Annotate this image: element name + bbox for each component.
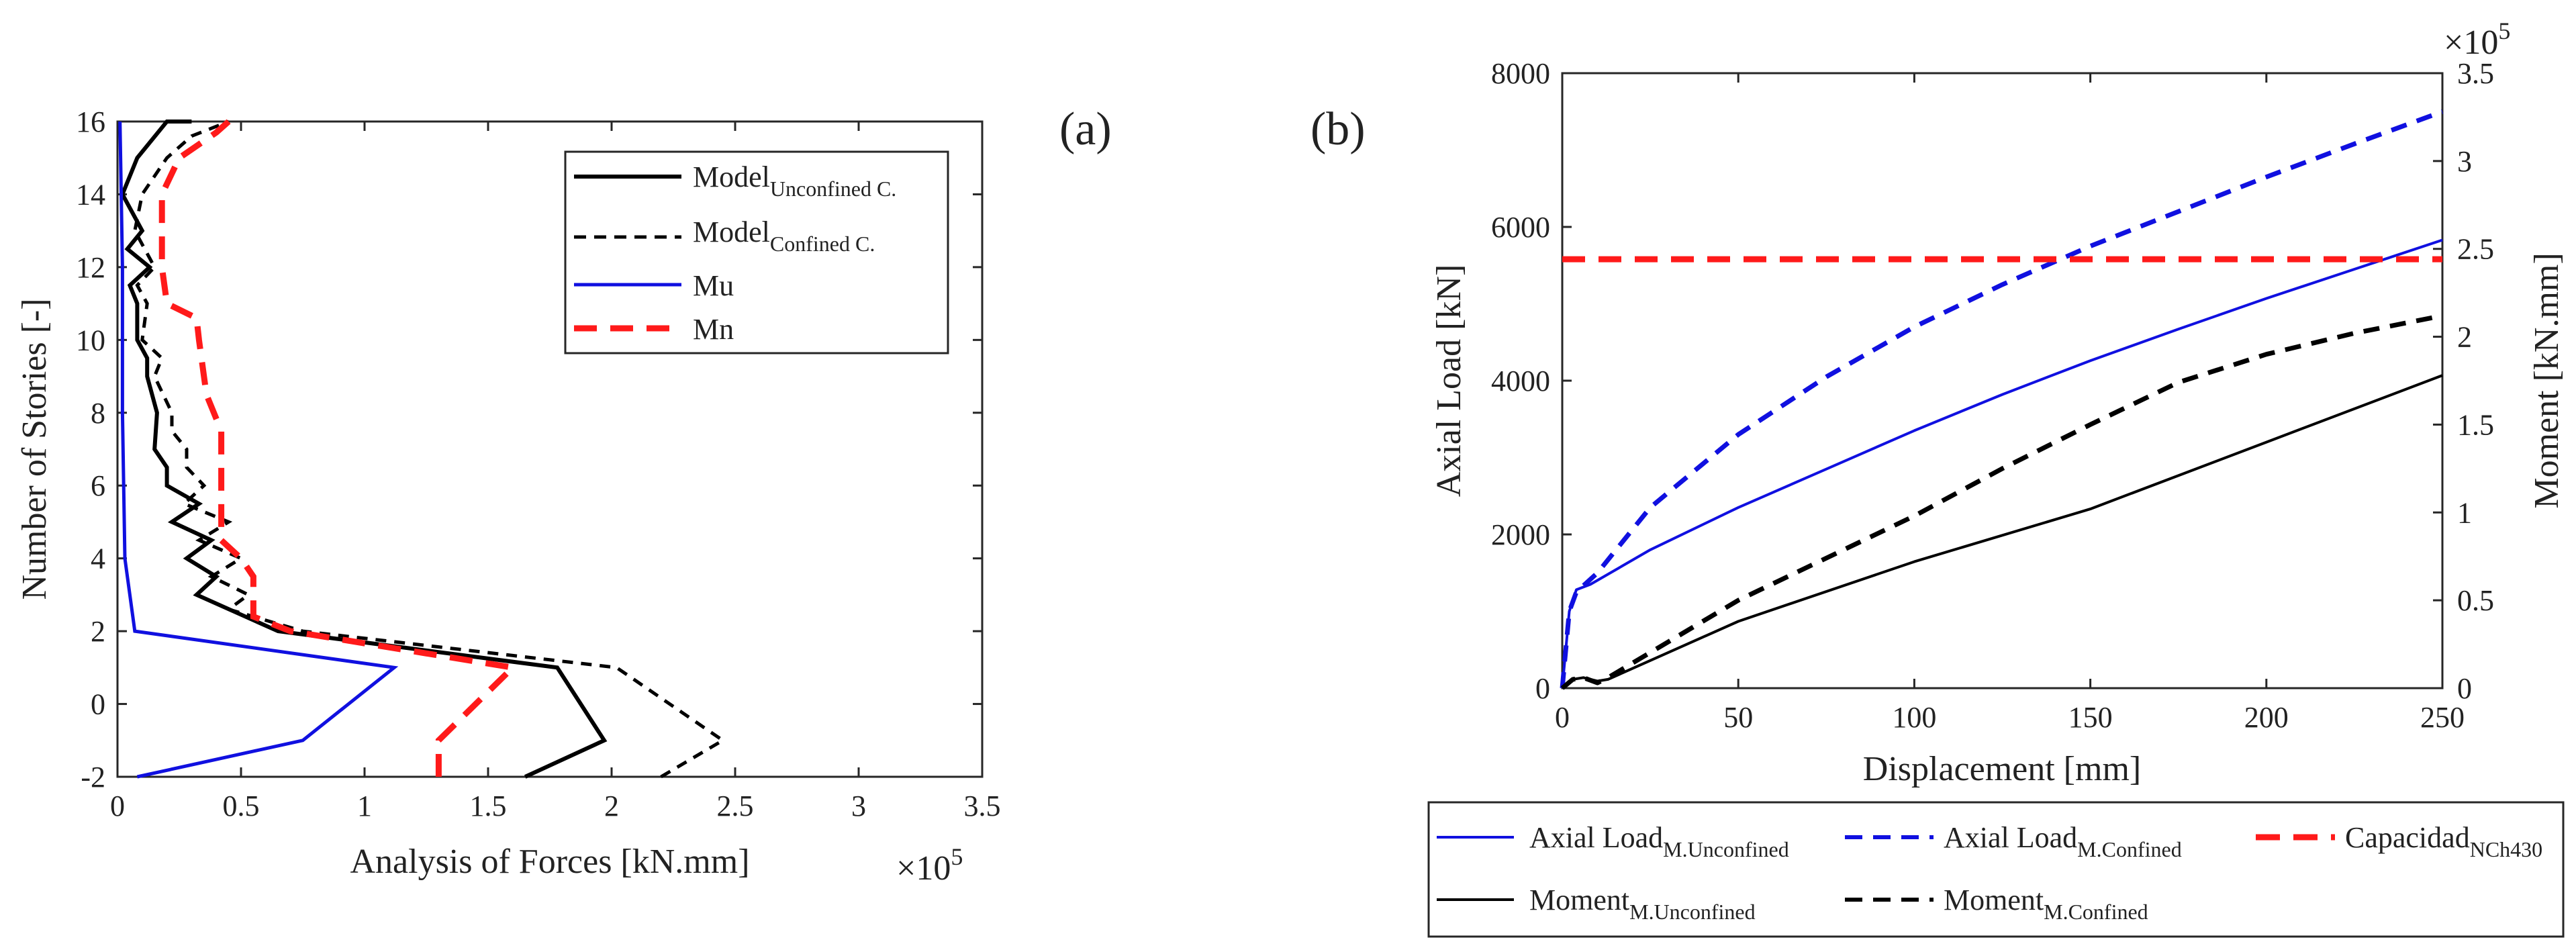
b-y2tick-label: 0.5 [2457, 584, 2494, 617]
panel-b-series [1560, 109, 2444, 690]
panel-a-legend: ModelUnconfined C. ModelConfined C. Mu M… [564, 150, 949, 354]
panel-b-legend-box [1427, 801, 2565, 938]
a-xtick-label: 2.5 [717, 790, 754, 822]
b-y2tick-label: 2.5 [2457, 233, 2494, 266]
legend-b-label-moment-confined: MomentM.Confined [1944, 884, 2148, 924]
a-ytick-label: 0 [91, 688, 105, 721]
a-series-mn [158, 119, 520, 777]
a-xtick-label: 1.5 [470, 790, 507, 822]
b-y2tick-label: 2 [2457, 321, 2472, 354]
panel-b-y2-exponent: ×105 [2444, 17, 2510, 62]
a-series-model-unconfined-c- [120, 120, 608, 779]
b-ytick-label: 6000 [1491, 211, 1550, 244]
panel-b-xlabel: Displacement [mm] [1863, 750, 2141, 788]
a-xtick-label: 3 [851, 790, 866, 822]
a-ytick-label: 8 [91, 397, 105, 430]
b-y2tick-label: 1.5 [2457, 408, 2494, 441]
legend-b-label-axial-confined: Axial LoadM.Confined [1944, 821, 2182, 861]
a-xtick-label: 0.5 [223, 790, 260, 822]
b-xtick-label: 150 [2068, 701, 2113, 734]
legend-a-label-mn: Mn [693, 313, 734, 346]
b-xtick-label: 100 [1892, 701, 1936, 734]
a-ytick-label: 2 [91, 615, 105, 648]
b-y2tick-label: 3.5 [2457, 57, 2494, 90]
a-xtick-label: 3.5 [964, 790, 1001, 822]
b-xtick-label: 50 [1723, 701, 1753, 734]
legend-b-label-moment-unconfined: MomentM.Unconfined [1529, 884, 1756, 924]
panel-a-x-exponent: ×105 [896, 843, 963, 888]
panel-a-series [118, 119, 726, 779]
panel-b: (b) 0 50 100 150 200 2500200040006000800000.5… [1310, 17, 2566, 938]
b-ytick-label: 2000 [1491, 518, 1550, 551]
a-series-model-confined-c- [133, 120, 726, 779]
a-ytick-label: -2 [81, 761, 105, 794]
b-ytick-label: 0 [1535, 672, 1550, 705]
b-ytick-label: 8000 [1491, 57, 1550, 90]
panel-b-legend: Axial LoadM.Unconfined Axial LoadM.Confi… [1427, 801, 2565, 938]
panel-b-label: (b) [1310, 103, 1366, 155]
a-ytick-label: 14 [76, 178, 105, 211]
legend-a-label-mu: Mu [693, 269, 734, 302]
a-xtick-label: 2 [604, 790, 619, 822]
a-ytick-label: 6 [91, 469, 105, 502]
b-series-axial-load-m-confined [1560, 109, 2444, 689]
panel-a-label: (a) [1059, 103, 1112, 155]
b-series-axial-load-m-unconfined [1561, 238, 2443, 689]
a-ytick-label: 4 [91, 542, 105, 575]
legend-a-label-confined: ModelConfined C. [693, 216, 875, 256]
b-series-moment-m-confined [1560, 313, 2443, 690]
b-series-moment-m-unconfined [1561, 374, 2443, 690]
a-xtick-label: 0 [110, 790, 125, 822]
legend-b-label-capacidad: CapacidadNCh430 [2345, 821, 2542, 861]
panel-b-plot-box [1561, 72, 2444, 690]
panel-b-ylabel: Axial Load [kN] [1430, 265, 1468, 497]
a-xtick-label: 1 [357, 790, 372, 822]
legend-b-label-axial-unconfined: Axial LoadM.Unconfined [1529, 821, 1789, 861]
b-xtick-label: 200 [2244, 701, 2289, 734]
a-series-mu [118, 121, 399, 779]
panel-b-ticks: 0 50 100 150 200 2500200040006000800000.511.5… [1491, 57, 2494, 734]
b-ytick-label: 4000 [1491, 365, 1550, 397]
panel-a-xlabel: Analysis of Forces [kN.mm] [350, 843, 749, 881]
b-y2tick-label: 3 [2457, 145, 2472, 178]
b-xtick-label: 250 [2420, 701, 2465, 734]
panel-a-legend-box [564, 150, 949, 354]
b-y2tick-label: 0 [2457, 672, 2472, 705]
panel-a-plot-box [116, 120, 984, 778]
b-y2tick-label: 1 [2457, 496, 2472, 529]
a-ytick-label: 16 [76, 105, 105, 138]
legend-a-label-unconfined: ModelUnconfined C. [693, 160, 896, 201]
panel-b-ylabel-right: Moment [kN.mm] [2528, 252, 2566, 508]
a-ytick-label: 12 [76, 251, 105, 284]
b-xtick-label: 0 [1555, 701, 1570, 734]
panel-a-ylabel: Number of Stories [-] [15, 298, 54, 600]
a-ytick-label: 10 [76, 324, 105, 357]
